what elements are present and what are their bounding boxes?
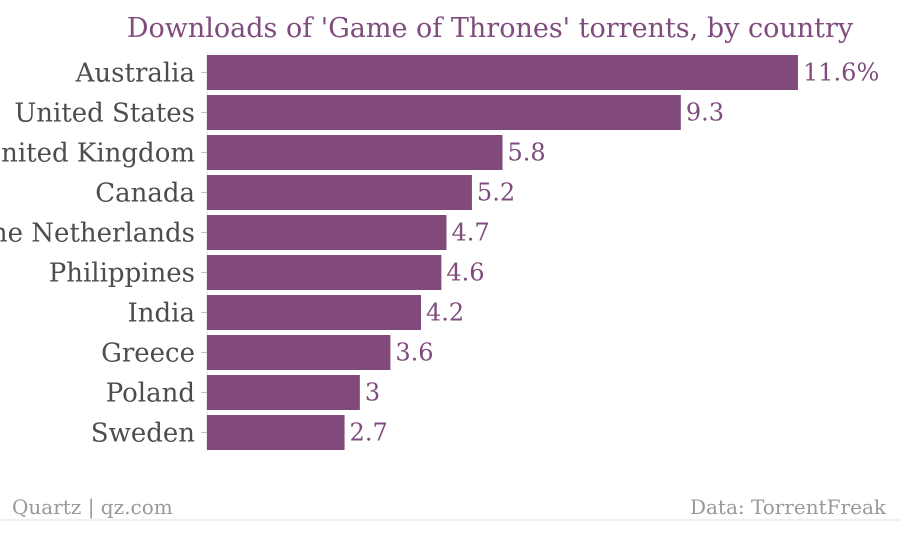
value-label: 5.8 — [508, 139, 546, 167]
category-label: United States — [14, 99, 195, 129]
value-label: 2.7 — [350, 419, 388, 447]
bar-greece — [207, 335, 391, 370]
value-label: 9.3 — [686, 99, 724, 127]
category-label: India — [128, 299, 195, 329]
value-label: 4.6 — [446, 259, 484, 287]
bar-united-kingdom — [207, 135, 503, 170]
bar-the-netherlands — [207, 215, 447, 250]
category-label: Greece — [101, 339, 195, 369]
bar-canada — [207, 175, 472, 210]
bar-india — [207, 295, 421, 330]
value-label: 4.2 — [426, 299, 464, 327]
bar-united-states — [207, 95, 681, 130]
category-label: Poland — [106, 379, 195, 409]
category-label: Philippines — [49, 259, 195, 289]
bar-poland — [207, 375, 360, 410]
value-label: 4.7 — [451, 219, 489, 247]
footer-source-right: Data: TorrentFreak — [690, 495, 887, 519]
value-labels: 11.6% 9.3 5.8 5.2 4.7 4.6 4.2 3.6 3 2.7 — [350, 59, 880, 447]
value-label: 11.6% — [803, 59, 879, 87]
value-label: 3.6 — [395, 339, 433, 367]
bar-australia — [207, 55, 798, 90]
bar-sweden — [207, 415, 345, 450]
bar-philippines — [207, 255, 442, 290]
category-label: Sweden — [91, 419, 195, 449]
ticks-group — [201, 72, 207, 433]
value-label: 3 — [365, 379, 380, 407]
footer-source-left: Quartz | qz.com — [12, 495, 173, 520]
bars-group — [207, 55, 798, 450]
category-label: United Kingdom — [0, 139, 195, 169]
value-label: 5.2 — [477, 179, 515, 207]
category-label: The Netherlands — [0, 219, 195, 249]
category-label: Australia — [75, 59, 195, 89]
chart-title: Downloads of 'Game of Thrones' torrents,… — [127, 13, 854, 44]
category-labels: Australia United States United Kingdom Cana… — [0, 59, 195, 449]
category-label: Canada — [95, 179, 195, 209]
